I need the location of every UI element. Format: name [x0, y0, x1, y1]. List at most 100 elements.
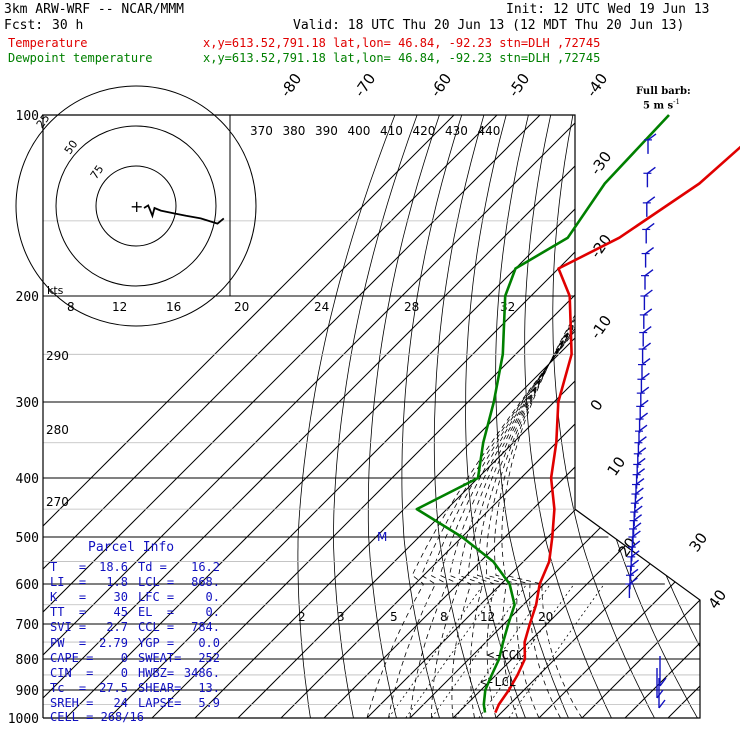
parcel-key: K = — [50, 590, 87, 605]
mixing-ratio-label: 3 — [337, 610, 345, 624]
pressure-tick-label: 800 — [16, 653, 39, 668]
wind-barb-low-flag — [659, 677, 667, 687]
valid-time: Valid: 18 UTC Thu 20 Jun 13 (12 MDT Thu … — [293, 18, 685, 33]
wind-barb-flag — [631, 540, 641, 548]
isotherm-label: -60 — [427, 70, 456, 100]
mixing-ratio-label: 20 — [538, 610, 553, 624]
wind-barb-flag — [629, 568, 639, 576]
temperature-location: x,y=613.52,791.18 lat,lon= 46.84, -92.23… — [203, 36, 601, 50]
isotherm-label: -70 — [351, 70, 380, 100]
temperature-legend: Temperature — [8, 36, 88, 50]
hodo-ring-label: 75 — [88, 163, 107, 182]
parcel-value: 0 — [120, 650, 128, 665]
dry-adiabat — [332, 115, 418, 718]
parcel-key2: LAPSE= — [138, 695, 182, 710]
dry-adiabat — [524, 115, 612, 718]
temperature-profile — [494, 145, 740, 714]
parcel-value: 30 — [113, 590, 128, 605]
hodo-ring — [95, 165, 177, 247]
moist-adiabat — [458, 295, 595, 718]
mixing-ratio-label: 8 — [440, 610, 448, 624]
wind-barb-flag — [639, 412, 649, 420]
hodo-speed-label: 16 — [166, 300, 181, 314]
wind-key-title: Full barb: — [636, 86, 691, 97]
parcel-key: CAPE = — [50, 650, 94, 665]
isotherm — [667, 115, 700, 718]
model-title: 3km ARW-WRF -- NCAR/MMM — [4, 2, 185, 17]
wind-barb-flag — [630, 559, 640, 567]
wind-barb-flag — [638, 424, 648, 432]
pressure-tick-label: 900 — [16, 684, 39, 699]
dry-adiabat — [729, 115, 740, 718]
isotherm — [43, 115, 498, 718]
parcel-value2: 0. — [205, 605, 220, 620]
parcel-row: T = 18.6 Td = 16.2 — [50, 560, 230, 575]
parcel-value: 18.6 — [99, 560, 128, 574]
hodo-ring — [15, 85, 257, 327]
parcel-row: K = 30 LFC = 0. — [50, 590, 230, 605]
pressure-tick-label: 600 — [16, 578, 39, 593]
isotherm — [194, 115, 700, 718]
wind-barb-flag — [631, 530, 641, 538]
parcel-row: CIN = 0 HWBZ= 3486. — [50, 666, 230, 681]
wind-barb-flag — [633, 505, 643, 513]
wind-barb-low-flag — [658, 699, 666, 709]
isotherm-label: -40 — [583, 70, 612, 100]
moist-adiabat — [501, 295, 587, 718]
wind-barb-flag — [645, 222, 655, 231]
isotherm — [280, 115, 700, 718]
wind-barb-flag — [628, 577, 638, 585]
lcl-marker: <-LCL — [480, 675, 516, 689]
parcel-row: SVI = 2.7 CCL = 784. — [50, 620, 230, 635]
theta-label: 410 — [380, 124, 403, 138]
dry-adiabat — [656, 115, 700, 718]
dry-adiabat — [705, 115, 740, 718]
isotherm-label: 30 — [686, 529, 712, 555]
wind-barb-flag — [646, 166, 656, 174]
wind-barb-flag — [642, 325, 652, 334]
parcel-key2: SWEAT= — [138, 650, 182, 665]
parcel-key: SVI = — [50, 620, 87, 635]
parcel-value2: 16.2 — [191, 560, 220, 574]
wind-barb-flag — [645, 247, 655, 255]
wind-barb-flag — [640, 372, 650, 380]
hodo-origin-marker: + — [130, 197, 143, 216]
theta-e-label: 280 — [46, 423, 69, 437]
theta-label: 440 — [478, 124, 501, 138]
moist-adiabat — [388, 295, 602, 718]
wind-key-value: 5 m s — [643, 100, 674, 112]
isotherm-label: -50 — [505, 70, 534, 100]
parcel-value: 27.5 — [99, 680, 128, 695]
pressure-tick-label: 100 — [16, 109, 39, 124]
hodo-speed-label: 32 — [500, 300, 515, 314]
wind-barb-flag — [637, 447, 647, 455]
isotherm — [43, 115, 455, 718]
parcel-value2: 3486. — [183, 665, 220, 680]
wind-barb-flag — [636, 468, 646, 476]
wind-barb-flag — [640, 386, 650, 394]
wind-key: Full barb: 5 m s-1 — [636, 87, 691, 111]
fcst-value: 30 h — [52, 18, 84, 33]
dry-adiabat — [579, 115, 698, 718]
parcel-row: SREH = 24 LAPSE= 5.9 — [50, 696, 230, 711]
dry-adiabat — [606, 115, 700, 718]
isotherm-label: 10 — [604, 453, 630, 479]
parcel-key: CIN = — [50, 665, 94, 680]
parcel-value2: 252 — [198, 650, 220, 665]
hodo-speed-label: 20 — [234, 300, 249, 314]
parcel-value: 45 — [113, 605, 128, 620]
hodo-speed-label: 24 — [314, 300, 329, 314]
parcel-value2: 868. — [191, 575, 220, 590]
parcel-row: TT = 45 EL = 0. — [50, 605, 230, 620]
wind-barb-flag — [643, 308, 653, 316]
dry-adiabat — [631, 115, 700, 718]
mixing-ratio-label: 12 — [480, 610, 495, 624]
m-marker: M — [377, 530, 387, 544]
parcel-value2: 784. — [191, 620, 220, 635]
isotherm-label: 0 — [587, 396, 607, 414]
ccl-marker: <-CCL — [487, 648, 523, 662]
parcel-key2: Td = — [138, 560, 167, 574]
parcel-key: TT = — [50, 605, 87, 620]
mixing-ratio-label: 2 — [298, 610, 306, 624]
